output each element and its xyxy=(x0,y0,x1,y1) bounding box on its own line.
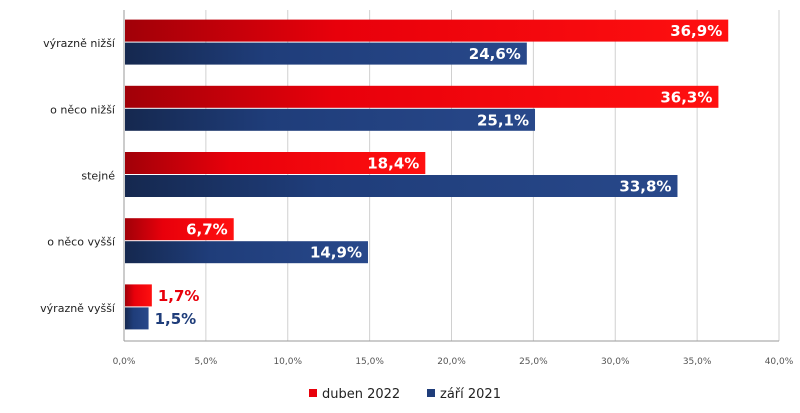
bar-zari-2021 xyxy=(125,241,368,264)
category-label: výrazně vyšší xyxy=(40,302,116,315)
value-label: 36,3% xyxy=(660,88,712,106)
legend-label: září 2021 xyxy=(440,387,501,402)
x-tick-label: 30,0% xyxy=(601,357,630,367)
x-tick-label: 10,0% xyxy=(273,357,302,367)
x-tick-label: 35,0% xyxy=(683,357,712,367)
bar-duben-2022 xyxy=(125,85,719,108)
category-label: výrazně nižší xyxy=(43,37,116,50)
value-label: 1,7% xyxy=(158,287,200,305)
bar-duben-2022 xyxy=(125,19,729,42)
value-label: 18,4% xyxy=(367,155,419,173)
bar-duben-2022 xyxy=(125,284,152,307)
value-label: 25,1% xyxy=(477,111,529,129)
legend: duben 2022 září 2021 xyxy=(309,387,501,402)
x-tick-label: 15,0% xyxy=(355,357,384,367)
x-tick-label: 20,0% xyxy=(437,357,466,367)
legend-label: duben 2022 xyxy=(322,387,400,402)
value-label: 6,7% xyxy=(186,221,228,239)
legend-swatch xyxy=(427,389,435,397)
bar-zari-2021 xyxy=(125,108,536,131)
bar-zari-2021 xyxy=(125,175,678,197)
x-tick-label: 25,0% xyxy=(519,357,548,367)
bar-duben-2022 xyxy=(125,218,234,241)
value-label: 14,9% xyxy=(310,244,362,262)
bar-zari-2021 xyxy=(125,42,527,65)
x-tick-label: 40,0% xyxy=(765,357,794,367)
category-label: stejné xyxy=(81,170,115,183)
x-tick-label: 0,0% xyxy=(113,357,136,367)
legend-swatch xyxy=(309,389,317,397)
category-label: o něco vyšší xyxy=(47,236,116,249)
value-label: 1,5% xyxy=(155,310,197,328)
value-label: 33,8% xyxy=(619,178,671,196)
x-tick-label: 5,0% xyxy=(194,357,217,367)
bars xyxy=(125,19,729,330)
axes: 0,0% 5,0% 10,0% 15,0% 20,0% 25,0% 30,0% 35,0% 40… xyxy=(40,10,794,367)
value-labels: 36,9% 24,6% 36,3% 25,1% 18,4% 33,8% 6,7% 14,9% 1… xyxy=(155,22,723,328)
value-label: 24,6% xyxy=(469,45,521,63)
category-label: o něco nižší xyxy=(50,103,116,116)
value-label: 36,9% xyxy=(670,22,722,40)
bar-duben-2022 xyxy=(125,152,426,174)
bar-zari-2021 xyxy=(125,307,149,330)
